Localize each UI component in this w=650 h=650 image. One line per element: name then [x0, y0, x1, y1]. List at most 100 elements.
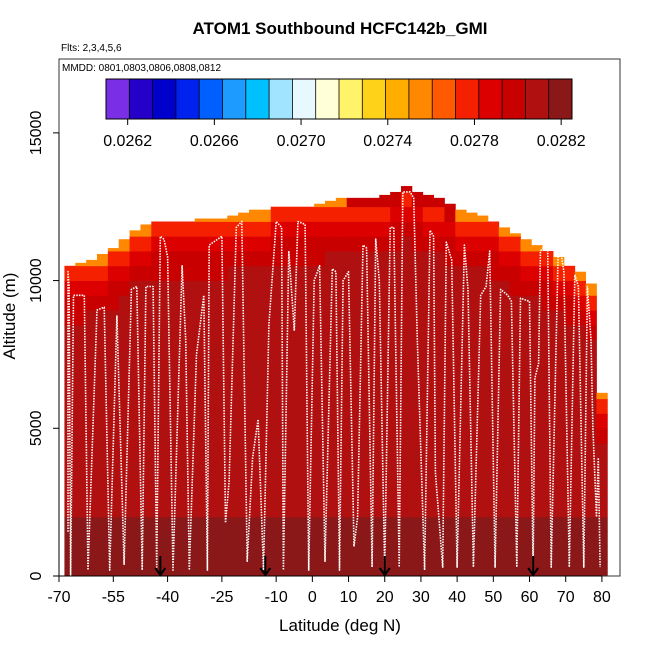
heatmap-cell: [205, 265, 217, 281]
heatmap-cell: [574, 324, 587, 341]
heatmap-cell: [86, 265, 98, 281]
heatmap-cell: [216, 369, 228, 385]
heatmap-cell: [563, 324, 576, 341]
heatmap-cell: [574, 487, 587, 503]
heatmap-cell: [292, 531, 304, 547]
heatmap-cell: [520, 354, 532, 370]
heatmap-cell: [86, 324, 98, 341]
heatmap-cell: [86, 546, 98, 562]
heatmap-cell: [422, 531, 435, 547]
heatmap-cell: [379, 295, 391, 311]
heatmap-cell: [107, 502, 120, 518]
heatmap-cell: [162, 487, 174, 503]
heatmap-cell: [249, 487, 261, 503]
heatmap-cell: [390, 428, 402, 444]
heatmap-cell: [379, 487, 391, 503]
heatmap-cell: [390, 354, 402, 370]
heatmap-cell: [553, 256, 565, 267]
heatmap-cell: [433, 206, 445, 222]
heatmap-cell: [227, 310, 239, 326]
heatmap-cell: [368, 457, 380, 473]
heatmap-cell: [498, 487, 511, 503]
heatmap-cell: [422, 324, 435, 341]
heatmap-cell: [455, 457, 467, 473]
heatmap-cell: [75, 310, 87, 326]
profile-marker-arrowhead: [527, 567, 539, 577]
heatmap-cell: [379, 443, 391, 459]
heatmap-cell: [531, 546, 543, 562]
heatmap-cell: [542, 354, 554, 370]
heatmap-cell: [64, 413, 76, 429]
heatmap-cell: [411, 457, 424, 473]
heatmap-cell: [314, 502, 326, 518]
heatmap-cell: [303, 221, 315, 237]
heatmap-cell: [238, 546, 250, 562]
heatmap-cell: [401, 398, 413, 414]
heatmap-cell: [75, 561, 87, 576]
heatmap-cell: [346, 280, 358, 296]
heatmap-cell: [455, 251, 467, 267]
heatmap-cell: [292, 369, 304, 385]
colorbar-swatch: [269, 79, 293, 119]
heatmap-cell: [64, 324, 76, 341]
heatmap-cell: [97, 413, 109, 429]
heatmap-cell: [281, 295, 293, 311]
heatmap-cell: [107, 413, 120, 429]
heatmap-cell: [314, 546, 326, 562]
flights-subtitle: Flts: 2,3,4,5,6: [61, 43, 122, 54]
heatmap-cell: [487, 236, 500, 252]
heatmap-cell: [466, 413, 478, 429]
heatmap-cell: [173, 413, 185, 429]
heatmap-cell: [162, 428, 174, 444]
heatmap-cell: [107, 546, 120, 562]
heatmap-cell: [487, 398, 500, 414]
heatmap-cell: [379, 516, 391, 533]
heatmap-cell: [194, 398, 206, 414]
heatmap-cell: [173, 428, 185, 444]
heatmap-cell: [596, 546, 608, 562]
heatmap-cell: [335, 369, 348, 385]
heatmap-cell: [162, 413, 174, 429]
heatmap-cell: [75, 472, 87, 488]
heatmap-cell: [498, 561, 511, 576]
heatmap-cell: [520, 280, 532, 296]
heatmap-cell: [477, 339, 489, 355]
heatmap-cell: [498, 324, 511, 341]
heatmap-cell: [118, 354, 130, 370]
heatmap-cell: [183, 265, 196, 281]
heatmap-cell: [477, 428, 489, 444]
heatmap-cell: [531, 502, 543, 518]
heatmap-cell: [563, 339, 576, 355]
heatmap-cell: [292, 354, 304, 370]
heatmap-cell: [216, 428, 228, 444]
heatmap-cell: [205, 221, 217, 237]
heatmap-cell: [487, 487, 500, 503]
heatmap-cell: [151, 295, 163, 311]
heatmap-cell: [357, 236, 369, 252]
colorbar-swatch: [175, 79, 200, 119]
heatmap-cell: [249, 561, 261, 576]
heatmap-cell: [509, 265, 521, 281]
heatmap-cell: [292, 383, 304, 400]
heatmap-cell: [401, 295, 413, 311]
heatmap-cell: [335, 487, 348, 503]
heatmap-cell: [249, 280, 261, 296]
heatmap-cell: [401, 354, 413, 370]
heatmap-cell: [498, 546, 511, 562]
colorbar-swatch: [152, 79, 177, 119]
heatmap-cell: [455, 310, 467, 326]
heatmap-cell: [303, 487, 315, 503]
heatmap-cell: [249, 502, 261, 518]
heatmap-cell: [466, 310, 478, 326]
heatmap-cell: [487, 457, 500, 473]
heatmap-cell: [390, 531, 402, 547]
heatmap-cell: [585, 383, 597, 400]
heatmap-cell: [422, 206, 435, 222]
heatmap-cell: [140, 516, 152, 533]
x-tick-label: 80: [593, 589, 611, 606]
heatmap-cell: [281, 487, 293, 503]
heatmap-cell: [553, 443, 565, 459]
heatmap-cell: [509, 502, 521, 518]
heatmap-cell: [401, 324, 413, 341]
heatmap-cell: [401, 191, 413, 208]
